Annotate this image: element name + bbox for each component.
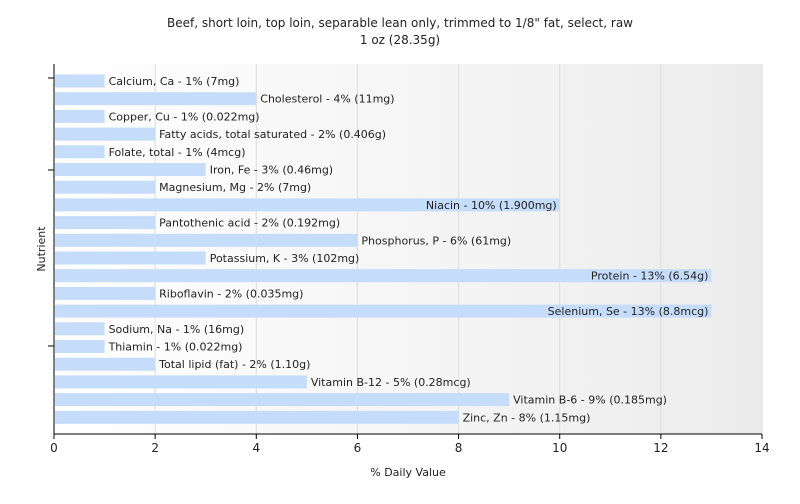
x-tick-label: 14 <box>754 441 769 455</box>
bar <box>55 145 105 159</box>
bar <box>55 180 156 194</box>
y-axis-title: Nutrient <box>35 226 48 272</box>
bar-label: Pantothenic acid - 2% (0.192mg) <box>159 217 340 230</box>
x-tick-label: 8 <box>455 441 463 455</box>
x-axis-title: % Daily Value <box>370 466 446 479</box>
bar-label: Copper, Cu - 1% (0.022mg) <box>109 110 260 123</box>
bar-label: Sodium, Na - 1% (16mg) <box>109 323 245 336</box>
grid-lines <box>154 64 763 434</box>
bar <box>55 251 206 265</box>
bar-label: Phosphorus, P - 6% (61mg) <box>361 234 511 247</box>
x-tick-label: 2 <box>151 441 159 455</box>
bar <box>55 233 358 247</box>
bar <box>55 393 510 407</box>
bar-label: Folate, total - 1% (4mcg) <box>109 146 246 159</box>
bar-label: Iron, Fe - 3% (0.46mg) <box>210 164 333 177</box>
bar-label: Riboflavin - 2% (0.035mg) <box>159 287 303 300</box>
bar-label: Vitamin B-12 - 5% (0.28mcg) <box>311 376 471 389</box>
bar-label: Potassium, K - 3% (102mg) <box>210 252 360 265</box>
bar-label: Magnesium, Mg - 2% (7mg) <box>159 181 311 194</box>
bar <box>55 163 206 176</box>
bar <box>55 304 712 318</box>
x-tick-label: 10 <box>552 441 567 455</box>
chart-title: Beef, short loin, top loin, separable le… <box>167 16 633 30</box>
bar-label: Cholesterol - 4% (11mg) <box>260 93 394 106</box>
bar-label: Fatty acids, total saturated - 2% (0.406… <box>159 128 386 141</box>
bar-labels: Calcium, Ca - 1% (7mg) Cholesterol - 4% (… <box>108 75 709 424</box>
bar-label: Total lipid (fat) - 2% (1.10g) <box>158 358 310 371</box>
plot-area <box>54 64 762 434</box>
x-tick-label: 6 <box>354 441 362 455</box>
bar <box>55 92 257 106</box>
x-tick-label: 0 <box>50 441 58 455</box>
chart-subtitle: 1 oz (28.35g) <box>360 33 440 47</box>
bar-label: Calcium, Ca - 1% (7mg) <box>109 75 240 88</box>
bar <box>55 269 712 283</box>
bar-label: Vitamin B-6 - 9% (0.185mg) <box>513 394 667 407</box>
bar <box>55 198 560 212</box>
bar <box>55 74 105 88</box>
x-tick-label: 4 <box>252 441 260 455</box>
bar <box>55 109 105 123</box>
bar-label: Niacin - 10% (1.900mg) <box>426 199 557 212</box>
bars <box>55 74 712 424</box>
bar-label: Selenium, Se - 13% (8.8mcg) <box>548 305 709 318</box>
bar-label: Zinc, Zn - 8% (1.15mg) <box>463 411 591 424</box>
bar <box>55 286 156 300</box>
bar <box>55 357 156 371</box>
x-tick-label: 12 <box>653 441 668 455</box>
bar <box>55 216 156 230</box>
bar <box>55 340 105 353</box>
bar <box>55 322 105 336</box>
bar <box>55 375 307 389</box>
bar-label: Thiamin - 1% (0.022mg) <box>108 341 243 354</box>
bar <box>55 410 459 424</box>
axes: 0 2 4 6 8 10 12 14 <box>48 64 770 455</box>
bar <box>55 127 156 141</box>
bar-label: Protein - 13% (6.54g) <box>591 270 709 283</box>
